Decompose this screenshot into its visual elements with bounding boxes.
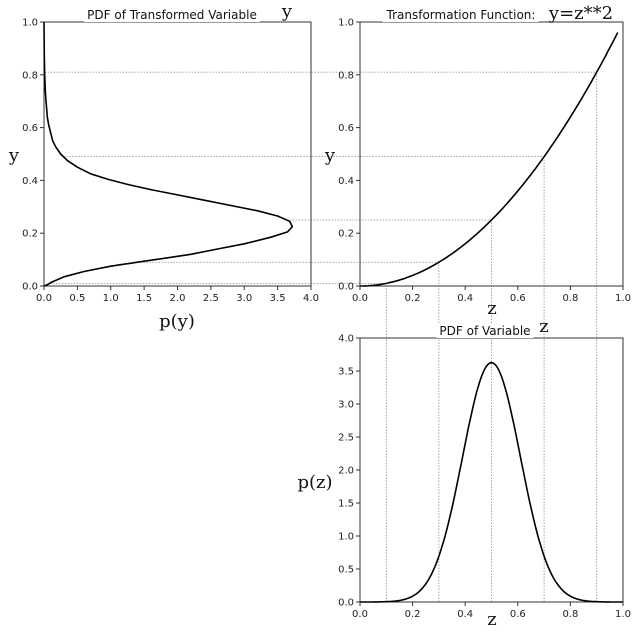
transform-y-tick-label: 0.6 bbox=[338, 123, 354, 134]
transform-x-tick-label: 1.0 bbox=[615, 293, 631, 304]
pdf_z-y-tick-label: 0.5 bbox=[338, 565, 354, 576]
pdf_y-y-tick-label: 0.0 bbox=[22, 282, 38, 293]
guide-lines bbox=[44, 71, 598, 602]
transform-x-ticks: 0.0 0.2 0.4 0.6 0.8 1.0 bbox=[352, 286, 631, 304]
pdf_y-x-tick-label: 3.5 bbox=[270, 293, 286, 304]
pdf_y-x-tick-label: 4.0 bbox=[303, 293, 319, 304]
pdf_z-y-tick-label: 1.5 bbox=[338, 499, 354, 510]
pdf_y-y-tick-label: 1.0 bbox=[22, 18, 38, 29]
pdf-y-plot-frame bbox=[43, 21, 312, 287]
pdf-y-curve-group bbox=[43, 21, 294, 287]
transform-plot-frame bbox=[359, 21, 624, 287]
pdf_y-x-tick-label: 1.0 bbox=[103, 293, 119, 304]
pdf-y-x-ticks: 0.0 0.5 1.0 1.5 2.0 2.5 3.0 3.5 4.0 bbox=[36, 286, 319, 304]
pdf_z-y-tick-label: 3.0 bbox=[338, 400, 354, 411]
pdf-z-title: PDF of Variable bbox=[439, 324, 530, 338]
pdf-y-corner-label: y bbox=[281, 1, 293, 22]
pdf_y-x-tick-label: 1.5 bbox=[136, 293, 152, 304]
transform-y-tick-label: 0.2 bbox=[338, 229, 354, 240]
pdf-z-chart: 0.0 0.2 0.4 0.6 0.8 1.0 0.0 0.5 1.0 1.5 2.0 2.5 3.0… bbox=[297, 316, 630, 630]
transform-curve-group bbox=[360, 32, 619, 287]
pdf_y-x-tick-label: 2.0 bbox=[170, 293, 186, 304]
pdf-z-curve bbox=[360, 361, 623, 603]
pdf-y-y-ticks: 0.0 0.2 0.4 0.6 0.8 1.0 bbox=[22, 18, 44, 293]
pdf_y-x-tick-label: 2.5 bbox=[203, 293, 219, 304]
pdf_z-y-tick-label: 2.0 bbox=[338, 466, 354, 477]
transform-x-tick-label: 0.2 bbox=[405, 293, 421, 304]
transform-y-axis-label: y bbox=[324, 145, 336, 166]
pdf_y-y-tick-label: 0.8 bbox=[22, 70, 38, 81]
pdf_z-x-tick-label: 0.6 bbox=[510, 609, 526, 620]
transform-y-tick-label: 0.8 bbox=[338, 70, 354, 81]
pdf_y-y-tick-label: 0.2 bbox=[22, 229, 38, 240]
pdf-y-curve bbox=[43, 21, 294, 287]
transform-curve bbox=[360, 32, 619, 287]
pdf_z-y-tick-label: 0.0 bbox=[338, 598, 354, 609]
pdf_z-y-tick-label: 4.0 bbox=[338, 334, 354, 345]
pdf_z-y-tick-label: 1.0 bbox=[338, 532, 354, 543]
transform-title: Transformation Function: bbox=[386, 8, 536, 22]
transform-x-axis-label: z bbox=[487, 298, 496, 319]
pdf-y-y-axis-label: y bbox=[8, 145, 20, 166]
pdf_z-x-tick-label: 0.2 bbox=[405, 609, 421, 620]
pdf-z-corner-label: z bbox=[539, 316, 548, 337]
pdf-z-x-axis-label: z bbox=[487, 609, 496, 630]
transform-corner-label: y=z**2 bbox=[548, 3, 613, 24]
transform-y-ticks: 0.0 0.2 0.4 0.6 0.8 1.0 bbox=[338, 18, 360, 293]
pdf_z-x-tick-label: 1.0 bbox=[615, 609, 631, 620]
pdf_z-x-tick-label: 0.0 bbox=[352, 609, 368, 620]
pdf-y-title: PDF of Transformed Variable bbox=[87, 8, 257, 22]
pdf-y-chart: 0.0 0.5 1.0 1.5 2.0 2.5 3.0 3.5 4.0 0.0 0.2 0.4 0.6… bbox=[8, 1, 319, 332]
pdf-z-x-ticks: 0.0 0.2 0.4 0.6 0.8 1.0 bbox=[352, 602, 631, 620]
pdf_y-y-tick-label: 0.4 bbox=[22, 176, 38, 187]
transform-chart: 0.0 0.2 0.4 0.6 0.8 1.0 0.0 0.2 0.4 0.6 0.8 1.0 Tr… bbox=[324, 3, 631, 319]
pdf-y-x-axis-label: p(y) bbox=[159, 311, 195, 332]
pdf_y-x-tick-label: 3.0 bbox=[236, 293, 252, 304]
pdf_y-x-tick-label: 0.0 bbox=[36, 293, 52, 304]
transform-x-tick-label: 0.6 bbox=[510, 293, 526, 304]
transform-y-tick-label: 0.0 bbox=[338, 282, 354, 293]
pdf_z-y-tick-label: 2.5 bbox=[338, 433, 354, 444]
transform-y-tick-label: 0.4 bbox=[338, 176, 354, 187]
transform-y-tick-label: 1.0 bbox=[338, 18, 354, 29]
pdf_z-x-tick-label: 0.8 bbox=[562, 609, 578, 620]
pdf-z-y-ticks: 0.0 0.5 1.0 1.5 2.0 2.5 3.0 3.5 4.0 bbox=[338, 334, 360, 609]
pdf_z-x-tick-label: 0.4 bbox=[457, 609, 473, 620]
pdf-z-y-axis-label: p(z) bbox=[297, 472, 332, 493]
pdf_z-y-tick-label: 3.5 bbox=[338, 367, 354, 378]
pdf-z-curve-group bbox=[360, 361, 623, 603]
pdf_y-x-tick-label: 0.5 bbox=[69, 293, 85, 304]
pdf_y-y-tick-label: 0.6 bbox=[22, 123, 38, 134]
transform-x-tick-label: 0.8 bbox=[562, 293, 578, 304]
transform-x-tick-label: 0.0 bbox=[352, 293, 368, 304]
transform-x-tick-label: 0.4 bbox=[457, 293, 473, 304]
